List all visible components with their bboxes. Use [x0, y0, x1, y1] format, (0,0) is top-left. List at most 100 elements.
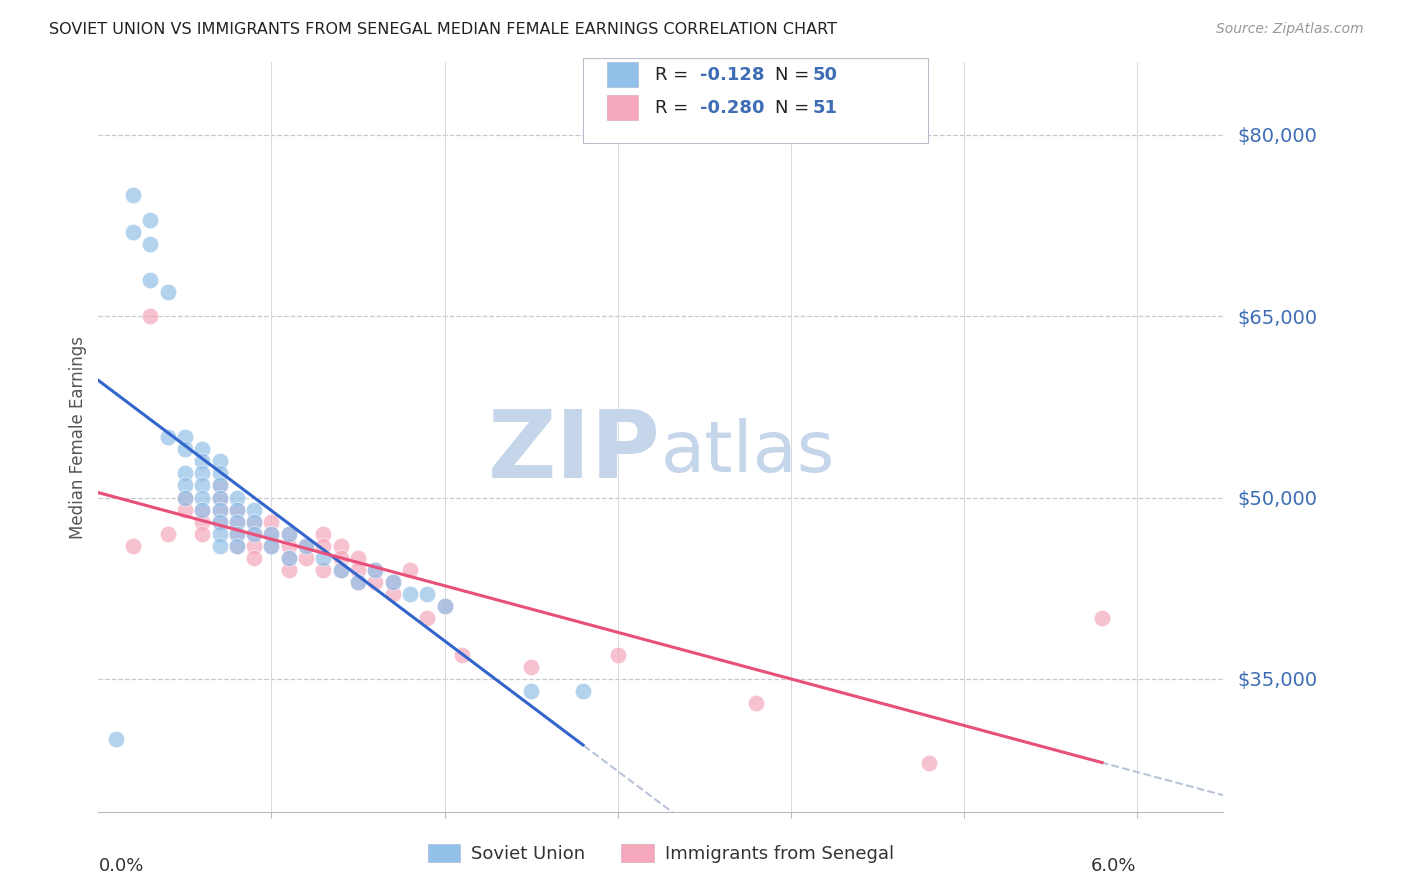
- Point: [225, 502, 247, 516]
- Point: [260, 526, 283, 541]
- Point: [364, 575, 387, 590]
- Point: [208, 478, 231, 492]
- Point: [347, 575, 370, 590]
- Point: [260, 539, 283, 553]
- Point: [243, 526, 266, 541]
- Point: [191, 502, 214, 516]
- Point: [122, 188, 145, 202]
- Point: [208, 502, 231, 516]
- Point: [225, 539, 247, 553]
- Point: [243, 515, 266, 529]
- Point: [243, 539, 266, 553]
- Point: [450, 648, 472, 662]
- Point: [139, 273, 162, 287]
- Point: [243, 550, 266, 565]
- Point: [122, 539, 145, 553]
- Point: [433, 599, 456, 614]
- Point: [399, 563, 422, 577]
- Text: R =: R =: [655, 99, 695, 117]
- Point: [208, 454, 231, 468]
- Point: [191, 454, 214, 468]
- Point: [295, 539, 318, 553]
- Point: [139, 212, 162, 227]
- Point: [312, 526, 335, 541]
- Text: atlas: atlas: [661, 417, 835, 486]
- Point: [312, 563, 335, 577]
- Point: [139, 310, 162, 324]
- Text: SOVIET UNION VS IMMIGRANTS FROM SENEGAL MEDIAN FEMALE EARNINGS CORRELATION CHART: SOVIET UNION VS IMMIGRANTS FROM SENEGAL …: [49, 22, 837, 37]
- Point: [156, 430, 179, 444]
- Point: [225, 515, 247, 529]
- Point: [208, 539, 231, 553]
- Point: [174, 502, 197, 516]
- Point: [364, 563, 387, 577]
- Point: [191, 478, 214, 492]
- Text: R =: R =: [655, 66, 695, 84]
- Point: [191, 491, 214, 505]
- Point: [329, 550, 352, 565]
- Point: [381, 575, 404, 590]
- Point: [156, 526, 179, 541]
- Point: [416, 611, 439, 625]
- Point: [329, 563, 352, 577]
- Text: -0.128: -0.128: [700, 66, 765, 84]
- Point: [260, 526, 283, 541]
- Text: -0.280: -0.280: [700, 99, 765, 117]
- Point: [225, 515, 247, 529]
- Text: Source: ZipAtlas.com: Source: ZipAtlas.com: [1216, 22, 1364, 37]
- Point: [191, 467, 214, 481]
- Point: [277, 526, 299, 541]
- Point: [312, 550, 335, 565]
- Point: [191, 526, 214, 541]
- Point: [364, 563, 387, 577]
- Legend: Soviet Union, Immigrants from Senegal: Soviet Union, Immigrants from Senegal: [420, 837, 901, 870]
- Text: N =: N =: [775, 66, 814, 84]
- Point: [347, 575, 370, 590]
- Point: [243, 526, 266, 541]
- Point: [277, 550, 299, 565]
- Point: [225, 502, 247, 516]
- Point: [174, 442, 197, 457]
- Point: [225, 539, 247, 553]
- Text: N =: N =: [775, 99, 814, 117]
- Point: [208, 515, 231, 529]
- Point: [520, 659, 543, 673]
- Point: [139, 236, 162, 251]
- Point: [191, 442, 214, 457]
- Point: [295, 539, 318, 553]
- Point: [208, 515, 231, 529]
- Point: [416, 587, 439, 601]
- Point: [399, 587, 422, 601]
- Point: [208, 491, 231, 505]
- Point: [243, 502, 266, 516]
- Point: [347, 563, 370, 577]
- Y-axis label: Median Female Earnings: Median Female Earnings: [69, 335, 87, 539]
- Point: [606, 648, 628, 662]
- Point: [277, 550, 299, 565]
- Point: [745, 696, 768, 710]
- Point: [225, 526, 247, 541]
- Text: 50: 50: [813, 66, 838, 84]
- Point: [433, 599, 456, 614]
- Text: 6.0%: 6.0%: [1091, 856, 1136, 875]
- Point: [277, 526, 299, 541]
- Point: [122, 225, 145, 239]
- Point: [208, 526, 231, 541]
- Point: [329, 563, 352, 577]
- Point: [381, 575, 404, 590]
- Point: [156, 285, 179, 299]
- Text: 0.0%: 0.0%: [98, 856, 143, 875]
- Point: [174, 430, 197, 444]
- Point: [174, 491, 197, 505]
- Point: [260, 515, 283, 529]
- Point: [225, 491, 247, 505]
- Point: [208, 502, 231, 516]
- Point: [381, 587, 404, 601]
- Point: [174, 478, 197, 492]
- Point: [520, 684, 543, 698]
- Point: [243, 515, 266, 529]
- Point: [191, 515, 214, 529]
- Point: [260, 539, 283, 553]
- Text: ZIP: ZIP: [488, 406, 661, 498]
- Point: [572, 684, 595, 698]
